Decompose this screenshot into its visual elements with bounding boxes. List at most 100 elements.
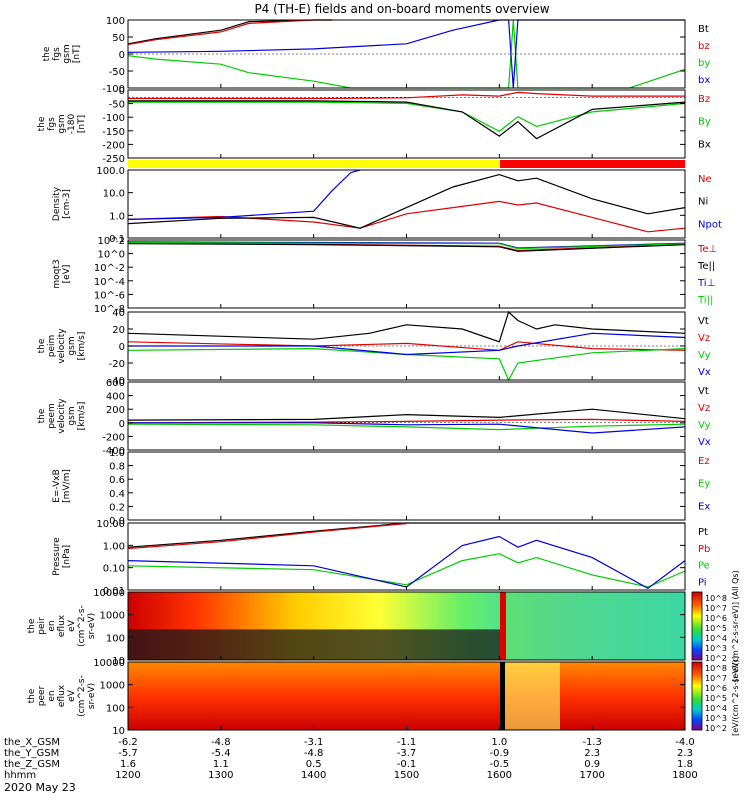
- legend-by: by: [698, 58, 710, 69]
- y-axis-label: the peer en eflux eV (cm^2-s-sr-eV): [27, 675, 97, 717]
- colorbar-tick-label: 10^4: [705, 704, 727, 713]
- legend-bz: bz: [698, 41, 710, 52]
- y-axis-label-line: [nT]: [77, 115, 87, 133]
- y-tick-label: 20: [112, 325, 125, 336]
- bottom-row-value: 1.6: [120, 759, 136, 770]
- bottom-row-label: the_Z_GSM: [4, 759, 60, 770]
- panel-9: 10^810^710^610^510^410^310^2 [eV/(cm^2-s-…: [27, 570, 740, 681]
- y-tick-label: 400: [106, 392, 125, 403]
- y-axis-label-line: gsm: [67, 406, 77, 425]
- y-axis-label: the fgs gsm [nT]: [42, 44, 82, 63]
- bottom-row-value: 1600: [487, 770, 512, 781]
- y-axis-label-line: peim: [47, 335, 57, 358]
- series-line-vt: [127, 310, 686, 343]
- legend-pe: Pe: [698, 561, 710, 572]
- colorbar-tick-label: 10^2: [705, 654, 727, 663]
- panel-1: Bt bz by bx 100 50 0 -50 -100 the fgs gsm [nT]: [42, 16, 710, 95]
- spectrogram-dark-region: [128, 629, 500, 660]
- y-tick-label: -200: [102, 432, 125, 443]
- y-tick-label: 0: [119, 86, 125, 97]
- legend-pt: Pt: [698, 527, 708, 538]
- y-axis-label-line: eflux: [57, 684, 67, 707]
- y-tick-label: 10000: [93, 588, 125, 599]
- y-tick-label: 10: [112, 726, 125, 737]
- y-tick-label: 0.0: [109, 516, 125, 527]
- y-tick-label: 10: [112, 656, 125, 667]
- series-line-bx: [127, 19, 685, 89]
- colorbar-tick-label: 10^7: [705, 604, 727, 613]
- y-tick-label: 100: [106, 633, 125, 644]
- spectrogram-red-band: [500, 592, 506, 660]
- y-axis-label-line: [nT]: [72, 45, 82, 63]
- legend-vy: Vy: [698, 420, 711, 431]
- series-line-pb: [127, 522, 407, 550]
- series-line-pi: [127, 535, 686, 590]
- legend-ey: Ey: [698, 479, 710, 490]
- bottom-row-value: -6.2: [118, 737, 138, 748]
- colorbar-tick-label: 10^7: [705, 674, 727, 683]
- y-tick-label: 1.0: [109, 448, 125, 459]
- state-bar-red: [500, 160, 685, 168]
- y-axis-label-line: sr-eV): [87, 613, 97, 639]
- bottom-row-value: -3.7: [397, 748, 417, 759]
- y-axis-label-line: [eV]: [62, 265, 72, 284]
- y-axis-label-line: en: [47, 690, 57, 701]
- bottom-row-label: hhmm: [4, 770, 36, 781]
- legend-ne: Ne: [698, 174, 712, 185]
- bottom-row-value: 0.5: [306, 759, 322, 770]
- y-axis-label-line: [cm-3]: [62, 189, 72, 219]
- series-line-by: [128, 101, 686, 133]
- y-tick-label: 0.8: [109, 462, 125, 473]
- legend-bx: bx: [698, 75, 710, 86]
- y-tick-label: 10.0: [103, 189, 125, 200]
- y-tick-label: -50: [109, 67, 125, 78]
- panel-7: Ez Ey Ex 1.0 0.8 0.6 0.4 0.2 0.0 E=-VxB [mV/m]: [52, 448, 710, 527]
- colorbar-tick-label: 10^5: [705, 624, 727, 633]
- y-axis-label-line: Pressure: [52, 537, 62, 576]
- bottom-row-value: -4.8: [304, 748, 324, 759]
- y-tick-label: 600: [106, 378, 125, 389]
- series-line-ni: [127, 173, 686, 229]
- legend-ti||: Ti||: [697, 295, 713, 306]
- y-axis-label: Density [cm-3]: [52, 186, 72, 221]
- legend-by: By: [698, 117, 711, 128]
- y-axis-label-line: fgs: [52, 47, 62, 61]
- y-axis-label-line: en: [47, 620, 57, 631]
- y-axis-label-line: gsm: [57, 114, 67, 133]
- legend-pi: Pi: [698, 577, 707, 588]
- panel-2: Bz By Bx 0 -50 -100 -150 -200 -250 the fgs gsm -180[…: [37, 86, 711, 165]
- y-tick-label: 10^-8: [94, 304, 125, 315]
- y-axis-label-line: peir: [37, 617, 47, 635]
- y-tick-label: -200: [102, 140, 125, 151]
- spectrogram-yellow-band: [505, 662, 560, 730]
- bottom-row-value: -3.1: [304, 737, 324, 748]
- y-tick-label: 0.6: [109, 475, 125, 486]
- y-tick-label: 0.01: [103, 586, 125, 597]
- colorbar-tick-label: 10^2: [705, 724, 727, 733]
- y-axis-label: Pressure [nPa]: [52, 537, 72, 576]
- legend-te⊥: Te⊥: [697, 244, 717, 255]
- bottom-row-value: 0.9: [584, 759, 600, 770]
- y-tick-label: 0: [119, 342, 125, 353]
- bottom-row-value: 1200: [115, 770, 140, 781]
- y-axis-label: the peem velocity gsm [km/s]: [37, 398, 87, 434]
- colorbar: [691, 591, 703, 661]
- colorbar-tick-label: 10^3: [705, 644, 727, 653]
- series-line-ne: [127, 200, 686, 233]
- y-tick-label: 0.10: [103, 564, 125, 575]
- bottom-row-value: 1.8: [677, 759, 693, 770]
- y-axis-label-line: the: [27, 618, 37, 633]
- y-axis-label-line: eflux: [57, 614, 67, 637]
- y-tick-label: 10^2: [98, 236, 125, 247]
- y-axis-label-line: fgs: [47, 117, 57, 131]
- y-axis-label-line: Density: [52, 186, 62, 221]
- y-axis-label-line: moqt3: [52, 259, 62, 288]
- colorbar-tick-label: 10^5: [705, 694, 727, 703]
- y-tick-label: 0.2: [109, 502, 125, 513]
- bottom-row-value: -0.9: [490, 748, 510, 759]
- bottom-row-value: -0.5: [490, 759, 510, 770]
- y-tick-label: -250: [102, 154, 125, 165]
- y-tick-label: -150: [102, 127, 125, 138]
- y-tick-label: 10.00: [96, 519, 125, 530]
